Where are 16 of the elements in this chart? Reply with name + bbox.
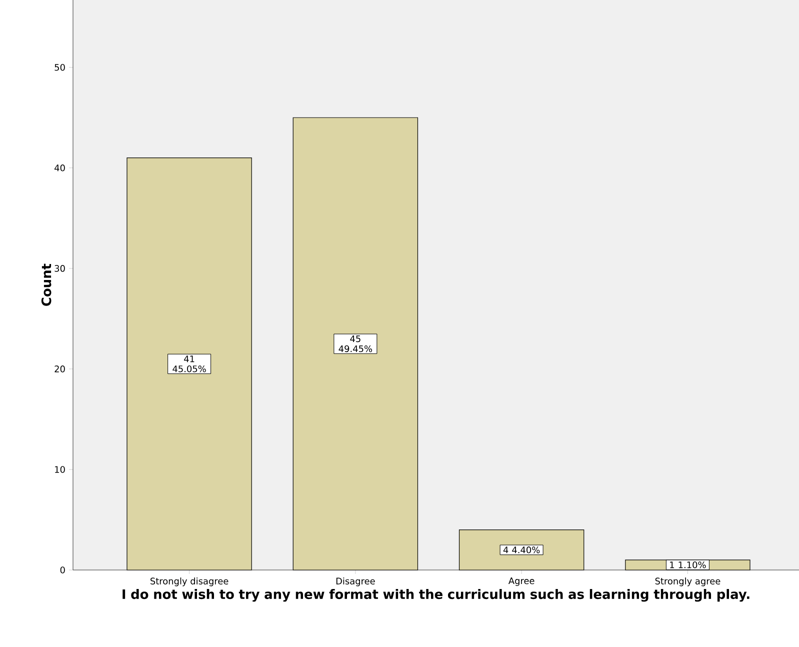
x-tick-label: Disagree — [336, 578, 375, 586]
y-tick-label: 50 — [54, 64, 65, 71]
y-axis-title: Count — [41, 264, 52, 306]
y-tick-label: 0 — [60, 566, 65, 574]
x-tick-label: Strongly agree — [655, 578, 720, 586]
y-tick-label: 20 — [54, 366, 65, 372]
x-axis-title: I do not wish to try any new format with the curriculum such as learning through play. — [122, 589, 750, 602]
x-tick-label: Strongly disagree — [150, 578, 228, 586]
x-tick-label: Agree — [508, 578, 534, 586]
y-tick-label: 40 — [54, 164, 65, 172]
data-label: 4 4.40% — [503, 546, 540, 554]
y-tick-label: 30 — [54, 265, 65, 272]
data-label: 41 45.05% — [172, 356, 206, 372]
data-label: 45 49.45% — [338, 336, 372, 352]
y-tick-label: 10 — [55, 466, 65, 473]
data-label: 1 1.10% — [670, 561, 706, 568]
